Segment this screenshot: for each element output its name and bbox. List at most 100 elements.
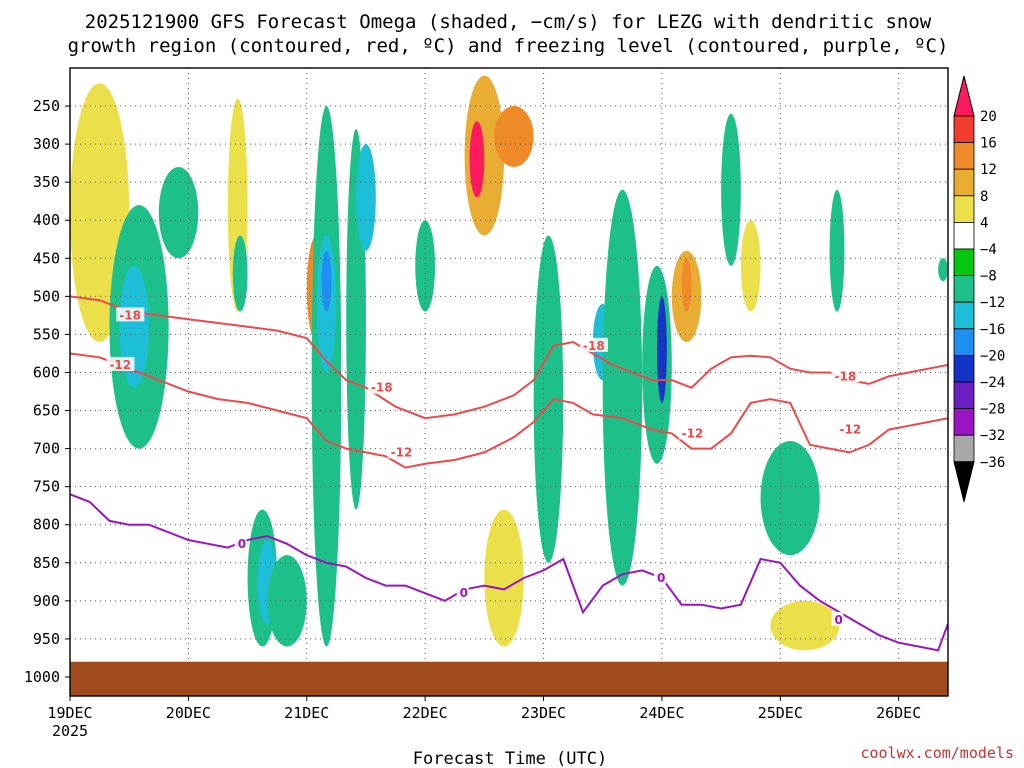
y-tick-label-350: 350 (33, 173, 60, 191)
contour-label-bg-8 (234, 535, 247, 550)
contour-label-bg-6 (831, 368, 860, 383)
contour-label-8: 0 (238, 537, 246, 551)
contour-label-7: -12 (839, 423, 861, 437)
contour-label-bg-5 (678, 425, 707, 440)
omega-region-21 (533, 235, 564, 563)
colorbar: 20 16 12 8 4 −4 −8 −12 −16 −20 −24 −28 −32 −36 (953, 75, 1005, 502)
colorbar-label-13: −36 (980, 455, 1005, 471)
contour-label-bg-1 (106, 356, 135, 371)
colorbar-swatch-2 (953, 142, 975, 170)
colorbar-label-0: 20 (980, 109, 997, 125)
y-tick-label-950: 950 (33, 630, 60, 648)
omega-region-30 (760, 440, 820, 556)
contour-line-0-2 (70, 493, 948, 652)
contour-label-5: -12 (682, 426, 704, 440)
contour-label-3: -12 (391, 445, 413, 459)
colorbar-label-6: −8 (980, 269, 997, 285)
colorbar-label-8: −16 (980, 322, 1005, 338)
chart-title-line-1: 2025121900 GFS Forecast Omega (shaded, −… (85, 11, 932, 33)
x-tick-sublabel-19DEC: 2025 (52, 722, 88, 740)
omega-region-23 (602, 189, 643, 586)
contour-label-9: 0 (460, 586, 468, 600)
contour-label-bg-11 (831, 611, 844, 626)
colorbar-swatch-10 (953, 354, 975, 383)
y-tick-label-250: 250 (33, 97, 60, 115)
ground (70, 661, 948, 696)
omega-region-6 (232, 235, 248, 312)
omega-region-24 (642, 265, 672, 464)
x-tick-label-19DEC: 19DEC (47, 704, 92, 722)
colorbar-swatch-4 (953, 195, 975, 223)
contour-label-bg-9 (456, 585, 469, 600)
colorbar-swatch-3 (953, 168, 975, 197)
x-tick-label-22DEC: 22DEC (403, 704, 448, 722)
contours (70, 295, 948, 652)
colorbar-swatch-9 (953, 328, 975, 356)
colorbar-label-1: 16 (980, 136, 997, 152)
y-tick-label-650: 650 (33, 402, 60, 420)
contour-label-bg-10 (653, 570, 666, 585)
colorbar-label-3: 8 (980, 189, 988, 205)
contour-label-bg-3 (387, 444, 416, 459)
omega-region-13 (321, 250, 332, 312)
colorbar-swatch-12 (953, 408, 975, 436)
omega-region-15 (356, 144, 376, 251)
omega-region-17 (464, 75, 505, 236)
colorbar-swatch-8 (953, 301, 975, 330)
colorbar-label-2: 12 (980, 162, 997, 178)
colorbar-label-5: −4 (980, 242, 997, 258)
y-tick-label-600: 600 (33, 363, 60, 381)
omega-region-11 (311, 106, 342, 647)
colorbar-top-arrow (953, 75, 975, 117)
y-tick-label-1000: 1000 (24, 668, 60, 686)
colorbar-bottom-arrow (953, 461, 975, 502)
x-axis-title: Forecast Time (UTC) (413, 749, 607, 768)
omega-region-9 (267, 555, 307, 647)
omega-region-16 (415, 220, 436, 312)
contour-label-bg-4 (579, 337, 608, 352)
y-tick-label-750: 750 (33, 478, 60, 496)
contour-labels: -18 -12 -18 -12 -18 -12 -18 -12 0 0 0 0 (106, 307, 865, 627)
omega-region-28 (740, 220, 761, 312)
y-tick-label-450: 450 (33, 249, 60, 267)
omega-region-19 (494, 106, 534, 167)
contour-label-2: -18 (371, 381, 393, 395)
contour-line-minus18-0 (70, 295, 948, 420)
colorbar-swatch-6 (953, 248, 975, 277)
contour-label-bg-2 (367, 379, 396, 394)
credit-text: coolwx.com/models (860, 744, 1014, 762)
omega-region-18 (469, 121, 485, 198)
y-tick-label-300: 300 (33, 135, 60, 153)
y-tick-label-900: 900 (33, 592, 60, 610)
x-tick-label-20DEC: 20DEC (166, 704, 211, 722)
colorbar-swatch-13 (953, 434, 975, 463)
contour-label-11: 0 (835, 613, 843, 627)
omega-shading (70, 75, 948, 651)
x-tick-label-24DEC: 24DEC (639, 704, 684, 722)
x-tick-label-26DEC: 26DEC (876, 704, 921, 722)
colorbar-label-10: −24 (980, 375, 1005, 391)
y-tick-label-500: 500 (33, 287, 60, 305)
colorbar-swatch-11 (953, 381, 975, 410)
colorbar-label-4: 4 (980, 215, 988, 231)
y-tick-label-800: 800 (33, 516, 60, 534)
contour-label-6: -18 (835, 369, 857, 383)
y-axis-ticks: 250 300 350 400 450 500 550 600 650 700 750 800 850 9… (24, 97, 70, 686)
colorbar-swatch-5 (953, 221, 975, 250)
colorbar-swatch-1 (953, 115, 975, 144)
omega-region-32 (770, 600, 840, 651)
y-tick-label-850: 850 (33, 554, 60, 572)
y-tick-label-400: 400 (33, 211, 60, 229)
x-tick-label-21DEC: 21DEC (284, 704, 329, 722)
ground-fill (70, 661, 948, 696)
colorbar-label-11: −28 (980, 402, 1005, 418)
colorbar-swatch-7 (953, 275, 975, 303)
plot-frame (69, 67, 949, 697)
y-tick-label-700: 700 (33, 440, 60, 458)
contour-line-minus12-1 (70, 352, 948, 469)
colorbar-label-9: −20 (980, 348, 1005, 364)
chart-title-line-2: growth region (contoured, red, ºC) and f… (68, 35, 949, 57)
contour-label-1: -12 (109, 358, 131, 372)
